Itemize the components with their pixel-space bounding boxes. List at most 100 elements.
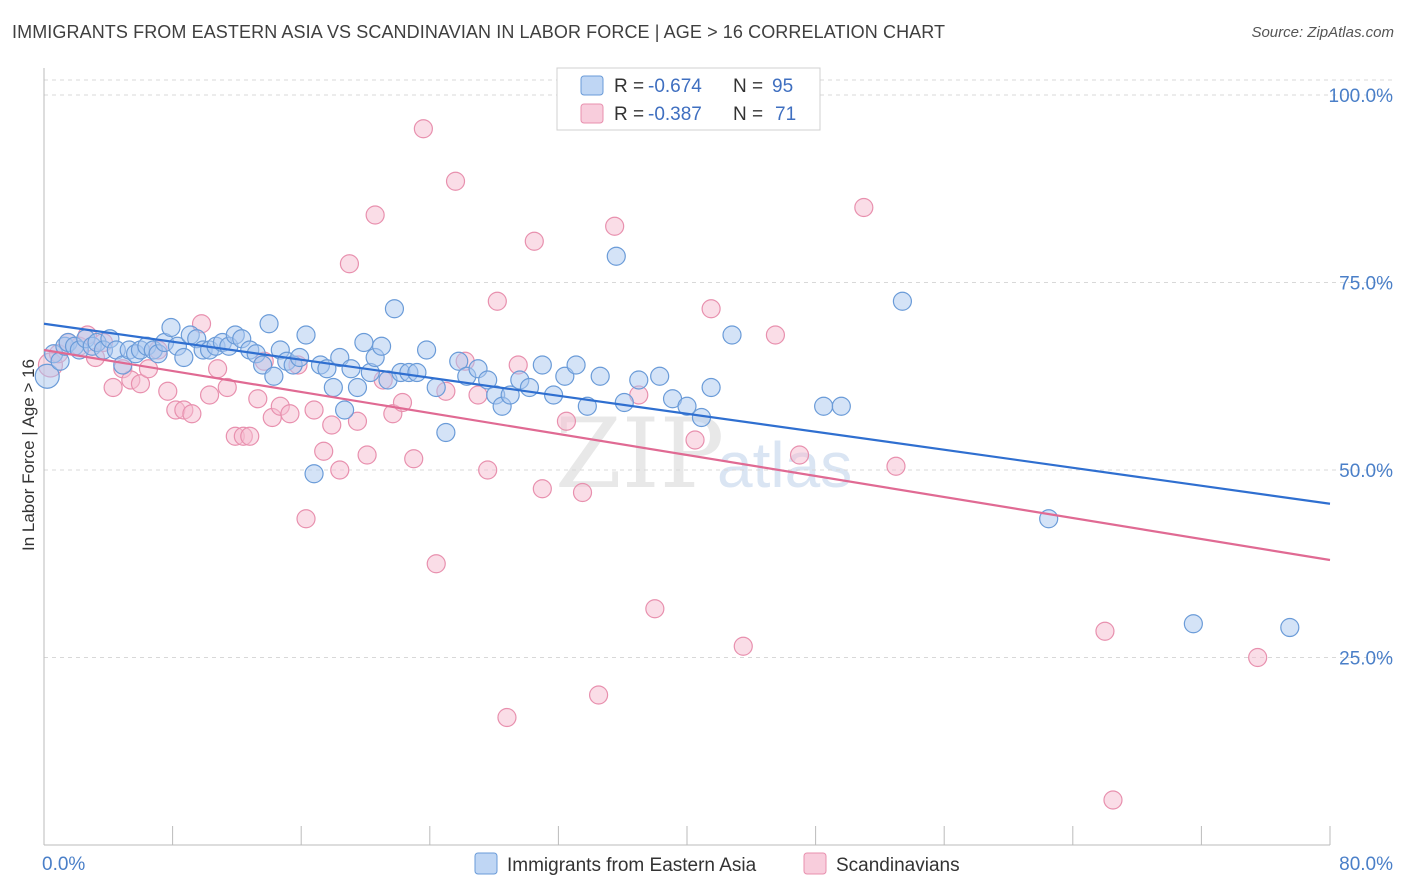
eastern-asia-point [892,291,913,311]
series-legend-swatch-pink [803,852,827,875]
eastern-asia-point [1280,617,1300,638]
scandinavian-point [217,377,237,398]
chart-title: IMMIGRANTS FROM EASTERN ASIA VS SCANDINA… [12,22,946,42]
scandinavian-point [572,482,593,503]
scandinavian-trendline [43,348,1331,562]
y-tick-label: 50.0% [1339,461,1393,482]
scandinavian-point [1095,621,1115,641]
scandinavian-point [280,404,300,424]
x-tick-label: 80.0% [1339,854,1393,875]
y-tick-label: 25.0% [1339,649,1393,670]
eastern-asia-point [335,400,355,420]
scandinavian-point [605,216,625,236]
eastern-asia-point [407,362,427,383]
y-axis-label: In Labor Force | Age > 16 [19,359,38,551]
eastern-asia-point [590,366,610,386]
axis-layer: 0.0% 80.0% [42,68,1393,875]
scandinavian-point [524,231,544,251]
scandinavian-point [426,554,446,574]
legend-r-label-2: R = [614,104,644,125]
scandinavian-point [588,685,609,705]
eastern-asia-point [566,355,586,375]
scandinavian-point [701,299,721,319]
scandinavian-point [199,385,220,405]
scandinavian-point [886,456,906,476]
eastern-asia-point [606,246,626,266]
eastern-asia-point [304,464,324,484]
scandinavian-point [304,400,324,420]
scandinavian-point [478,460,498,480]
scandinavian-point [854,197,874,218]
eastern-asia-point [161,317,181,338]
series-legend: Immigrants from Eastern Asia Scandinavia… [474,852,960,876]
eastern-asia-point [174,347,194,368]
legend-swatch-pink [580,103,604,124]
y-tick-label: 100.0% [1329,86,1394,107]
scandinavian-point [497,707,517,728]
legend-r-value-1: -0.674 [648,76,702,97]
scandinavian-point [685,430,705,450]
eastern-asia-point [426,377,446,398]
scandinavian-point [182,404,202,424]
eastern-asia-point [519,377,540,398]
chart-source: Source: ZipAtlas.com [1251,24,1394,41]
eastern-asia-point [722,325,742,345]
eastern-asia-point [416,340,437,360]
scandinavian-point [330,460,350,480]
watermark-atlas: atlas [717,429,852,501]
legend-n-value-1: 95 [772,76,793,97]
scandinavian-point [208,359,228,379]
scandinavian-point [248,389,268,409]
eastern-asia-point [677,396,697,416]
scandinavian-point [339,254,360,274]
scandinavian-point [413,119,433,139]
legend-n-value-2: 71 [775,104,796,125]
legend-r-label-1: R = [614,76,644,97]
scandinavian-point [296,509,316,529]
scandinavian-point [404,449,424,469]
eastern-asia-point [436,422,456,443]
eastern-asia-point [264,366,284,386]
scandinavian-point [130,374,151,394]
eastern-asia-point [259,314,279,334]
eastern-asia-point [341,359,361,379]
scandinavian-point [347,411,368,431]
eastern-asia-point [532,355,552,375]
scandinavian-point [733,636,753,656]
eastern-asia-point [814,396,834,416]
scandinavian-point [322,415,342,435]
scandinavian-point [357,445,377,465]
legend-r-value-2: -0.387 [648,104,702,125]
eastern-asia-point [577,396,597,416]
eastern-asia-point [296,325,316,345]
eastern-asia-point [354,332,374,353]
eastern-asia-point [650,366,670,386]
scandinavian-point [240,426,260,446]
scandinavian-point [487,291,507,311]
scandinavian-point [789,445,810,465]
eastern-asia-point [701,377,721,398]
eastern-asia-point [289,347,310,368]
trend-layer [43,322,1331,562]
scandinavian-point [1248,647,1268,668]
series-legend-swatch-blue [474,852,498,875]
legend-n-label-1: N = [733,76,763,97]
series-legend-label-pink: Scandinavians [836,855,960,876]
scandinavian-point [556,411,577,431]
eastern-asia-point [629,370,649,390]
scandinavian-point [532,479,552,499]
points-layer [34,119,1300,810]
eastern-asia-point [347,377,368,398]
grid-layer: 25.0% 50.0% 75.0% 100.0% [44,79,1394,670]
eastern-asia-point [831,396,851,416]
scandinavian-point [103,377,123,398]
eastern-asia-point [449,351,469,371]
eastern-asia-trendline [43,322,1331,505]
scandinavian-point [445,171,466,191]
eastern-asia-point [371,336,392,356]
series-legend-label-blue: Immigrants from Eastern Asia [507,855,757,876]
eastern-asia-point [1183,614,1203,634]
eastern-asia-point [384,299,405,319]
